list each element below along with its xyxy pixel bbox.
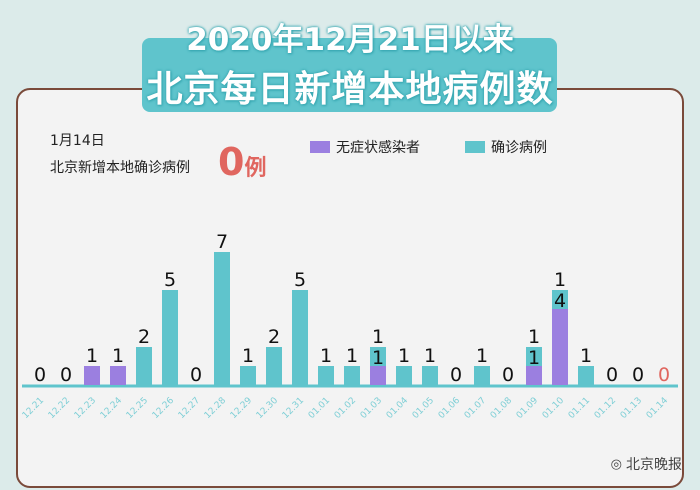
data-label-asymptomatic: 1 (372, 347, 384, 369)
bar-asymptomatic (84, 366, 100, 385)
bar-confirmed (552, 290, 568, 309)
x-tick-label: 12.30 (255, 396, 280, 421)
x-tick-label: 12.26 (151, 396, 176, 421)
data-label: 0 (450, 364, 462, 386)
x-tick-label: 01.03 (359, 396, 384, 421)
x-tick-label: 12.29 (229, 396, 254, 421)
title-line-2: 北京每日新增本地病例数 (146, 69, 554, 110)
x-tick-label: 01.09 (515, 396, 540, 421)
title-banner (142, 38, 557, 112)
bar-asymptomatic (110, 366, 126, 385)
x-tick-label: 01.01 (307, 396, 332, 421)
x-tick-label: 01.08 (489, 396, 514, 421)
data-label: 0 (502, 364, 514, 386)
title-line-1: 2020年12月21日以来 (186, 22, 514, 58)
data-label-asymptomatic: 4 (554, 290, 566, 312)
watermark: ◎ 北京晚报 (611, 454, 682, 474)
bar-confirmed (474, 366, 490, 385)
data-label-confirmed: 1 (554, 269, 566, 291)
data-label-confirmed: 1 (528, 326, 540, 348)
bar-asymptomatic (370, 366, 386, 385)
bar-confirmed (214, 252, 230, 385)
chart-panel (16, 88, 684, 488)
data-label: 1 (242, 345, 254, 367)
highlight-label: 北京新增本地确诊病例 (50, 160, 190, 176)
x-tick-label: 01.04 (385, 396, 410, 421)
highlight-value: 0例 (218, 140, 266, 184)
data-label: 0 (632, 364, 644, 386)
data-label: 2 (268, 326, 280, 348)
bar-confirmed (318, 366, 334, 385)
data-label: 0 (60, 364, 72, 386)
x-tick-label: 12.22 (47, 396, 72, 421)
x-tick-label: 01.13 (619, 396, 644, 421)
data-label: 1 (346, 345, 358, 367)
x-tick-label: 01.02 (333, 396, 358, 421)
bar-confirmed (162, 290, 178, 385)
data-label: 1 (398, 345, 410, 367)
bar-asymptomatic (526, 366, 542, 385)
data-label: 2 (138, 326, 150, 348)
data-label: 5 (294, 269, 306, 291)
bar-confirmed (370, 347, 386, 366)
bar-confirmed (396, 366, 412, 385)
legend-label: 确诊病例 (491, 140, 547, 156)
x-tick-label: 12.28 (203, 396, 228, 421)
legend-confirmed: 确诊病例 (465, 137, 547, 157)
watermark-text: 北京晚报 (626, 457, 682, 473)
x-tick-label: 01.07 (463, 396, 488, 421)
x-tick-label: 12.25 (125, 396, 150, 421)
highlight-number: 0 (218, 140, 245, 184)
data-label: 0 (190, 364, 202, 386)
bar-confirmed (292, 290, 308, 385)
x-tick-label: 01.12 (593, 396, 618, 421)
data-label: 1 (424, 345, 436, 367)
highlight-date: 1月14日 (50, 133, 105, 149)
bar-asymptomatic (552, 309, 568, 385)
bar-confirmed (266, 347, 282, 385)
data-label-confirmed: 1 (372, 326, 384, 348)
x-tick-label: 01.11 (567, 396, 592, 421)
data-label: 1 (112, 345, 124, 367)
legend-label: 无症状感染者 (336, 140, 420, 156)
data-label: 5 (164, 269, 176, 291)
data-label: 0 (658, 364, 670, 386)
x-tick-label: 12.27 (177, 396, 202, 421)
wechat-icon: ◎ (610, 456, 622, 472)
x-tick-label: 01.14 (645, 396, 670, 421)
bar-confirmed (136, 347, 152, 385)
legend-asymptomatic: 无症状感染者 (310, 137, 420, 157)
x-tick-label: 01.10 (541, 396, 566, 421)
bar-confirmed (344, 366, 360, 385)
legend-swatch-confirmed (465, 141, 485, 153)
data-label: 1 (86, 345, 98, 367)
x-tick-label: 12.31 (281, 396, 306, 421)
x-tick-label: 12.23 (73, 396, 98, 421)
x-tick-label: 12.21 (21, 396, 46, 421)
data-label: 1 (580, 345, 592, 367)
data-label: 0 (606, 364, 618, 386)
x-tick-label: 01.05 (411, 396, 436, 421)
legend-swatch-asymptomatic (310, 141, 330, 153)
bar-confirmed (526, 347, 542, 366)
x-tick-label: 12.24 (99, 396, 124, 421)
data-label: 1 (476, 345, 488, 367)
data-label: 1 (320, 345, 332, 367)
x-tick-label: 01.06 (437, 396, 462, 421)
bar-confirmed (578, 366, 594, 385)
data-label-asymptomatic: 1 (528, 347, 540, 369)
highlight-unit: 例 (244, 156, 267, 181)
bar-confirmed (422, 366, 438, 385)
bar-confirmed (240, 366, 256, 385)
data-label: 0 (34, 364, 46, 386)
data-label: 7 (216, 231, 228, 253)
